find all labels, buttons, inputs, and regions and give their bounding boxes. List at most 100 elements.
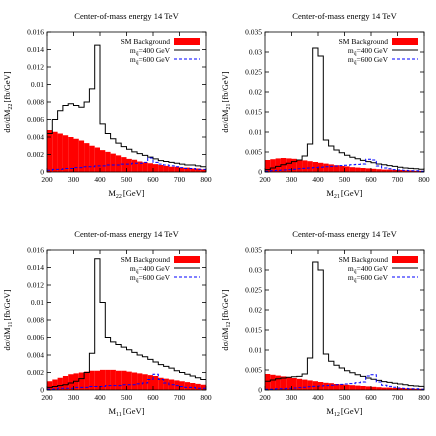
background-bar: [68, 137, 74, 172]
legend-swatch-background: [392, 256, 418, 263]
background-bar: [413, 388, 419, 390]
background-bar: [84, 371, 90, 390]
background-bar: [195, 383, 201, 390]
y-axis-label: dσ/dM21 [fb/GeV]: [220, 71, 232, 132]
legend-label-sub: q̃: [136, 59, 139, 66]
x-tick-label: 700: [392, 175, 404, 184]
background-bar: [115, 370, 122, 390]
background-bar: [100, 369, 106, 390]
x-axis-label-sub: 22: [116, 194, 122, 200]
background-bar: [131, 372, 138, 390]
background-bar: [94, 147, 100, 172]
legend-label-main: m: [348, 273, 354, 282]
x-tick-label: 400: [312, 393, 324, 402]
chart-panel-2: Center-of-mass energy 14 TeV 200 300 400 500…: [2, 229, 212, 418]
background-bar: [392, 170, 398, 172]
y-axis-label-sub: 12: [226, 322, 232, 328]
background-bar: [333, 165, 340, 172]
background-bar: [402, 388, 409, 390]
y-tick-label: 0.014: [27, 263, 44, 272]
legend-label-background: SM Background: [339, 37, 389, 46]
background-bar: [360, 168, 366, 172]
background-bar: [47, 381, 53, 390]
y-tick-label: 0.02: [249, 88, 262, 97]
legend-label-msq-600: mq̃=600 GeV: [130, 55, 171, 66]
background-bar: [349, 167, 356, 172]
background-bar: [275, 158, 281, 172]
legend-swatch-background: [392, 38, 418, 45]
x-tick-label: 700: [174, 175, 186, 184]
x-tick-label: 800: [200, 175, 212, 184]
x-axis-label-sub: 21: [334, 194, 340, 200]
plot-frame: [46, 249, 207, 391]
legend-label-rest: =600 GeV: [138, 273, 170, 282]
background-bar: [381, 387, 387, 390]
y-tick-label: 0.014: [27, 45, 44, 54]
y-axis-label-sub: 21: [226, 104, 232, 110]
background-bar: [286, 377, 292, 390]
background-bar: [360, 386, 366, 390]
legend-label-rest: =400 GeV: [356, 46, 388, 55]
x-tick-label: 200: [41, 175, 53, 184]
y-tick-label: 0.01: [249, 128, 262, 137]
legend-label-msq-400: mq̃=400 GeV: [130, 46, 171, 57]
background-bar: [47, 130, 53, 172]
background-bar: [328, 383, 334, 390]
background-bar: [270, 374, 276, 390]
legend-label-rest: =400 GeV: [356, 264, 388, 273]
background-bar: [413, 170, 419, 172]
x-tick-label: 300: [68, 175, 80, 184]
legend-label-sub: q̃: [354, 50, 357, 57]
background-bar: [408, 388, 414, 390]
legend-label-sub: q̃: [136, 277, 139, 284]
chart-title: Center-of-mass energy 14 TeV: [74, 229, 179, 239]
series-background: [47, 130, 206, 172]
background-bar: [365, 168, 371, 172]
background-bar: [307, 380, 313, 390]
y-tick-label: 0.012: [27, 281, 44, 290]
background-bar: [371, 168, 377, 172]
legend-label-msq-600: mq̃=600 GeV: [348, 273, 389, 284]
background-bar: [89, 145, 95, 172]
legend-label-sub: q̃: [354, 59, 357, 66]
y-tick-label: 0.012: [27, 63, 44, 72]
background-bar: [339, 384, 345, 390]
background-bar: [328, 164, 334, 172]
legend-label-main: m: [348, 46, 354, 55]
x-tick-label: 600: [147, 175, 159, 184]
legend-label-main: m: [130, 46, 136, 55]
series-msq-400-line: [47, 258, 206, 388]
x-tick-label: 400: [94, 393, 106, 402]
series-msq-400-line: [265, 47, 424, 171]
x-tick-label: 500: [339, 175, 351, 184]
background-bar: [371, 386, 377, 390]
x-axis-label-sub: 11: [116, 412, 122, 418]
background-bar: [110, 369, 116, 390]
x-axis-label-main: M: [326, 188, 334, 198]
series-msq-400-line: [47, 44, 206, 168]
y-tick-label: 0.03: [249, 266, 262, 275]
background-bar: [200, 169, 206, 172]
background-bar: [392, 388, 398, 390]
series-background: [265, 374, 424, 390]
y-axis-label-unit: [fb/GeV]: [2, 289, 12, 320]
background-bar: [73, 138, 79, 172]
background-bar: [52, 131, 58, 172]
chart-title: Center-of-mass energy 14 TeV: [74, 11, 179, 21]
background-bar: [184, 167, 191, 172]
chart-panel-1: Center-of-mass energy 14 TeV 200 300 400 500…: [220, 11, 430, 200]
background-bar: [62, 135, 69, 172]
background-bar: [78, 140, 85, 172]
x-tick-label: 300: [286, 175, 298, 184]
x-tick-label: 800: [418, 393, 430, 402]
background-bar: [376, 387, 382, 390]
background-bar: [131, 159, 138, 172]
background-bar: [200, 384, 206, 390]
background-bar: [126, 158, 132, 172]
series-msq-600-line: [47, 373, 206, 390]
y-tick-label: 0.004: [27, 351, 44, 360]
legend-label-sub: q̃: [136, 50, 139, 57]
